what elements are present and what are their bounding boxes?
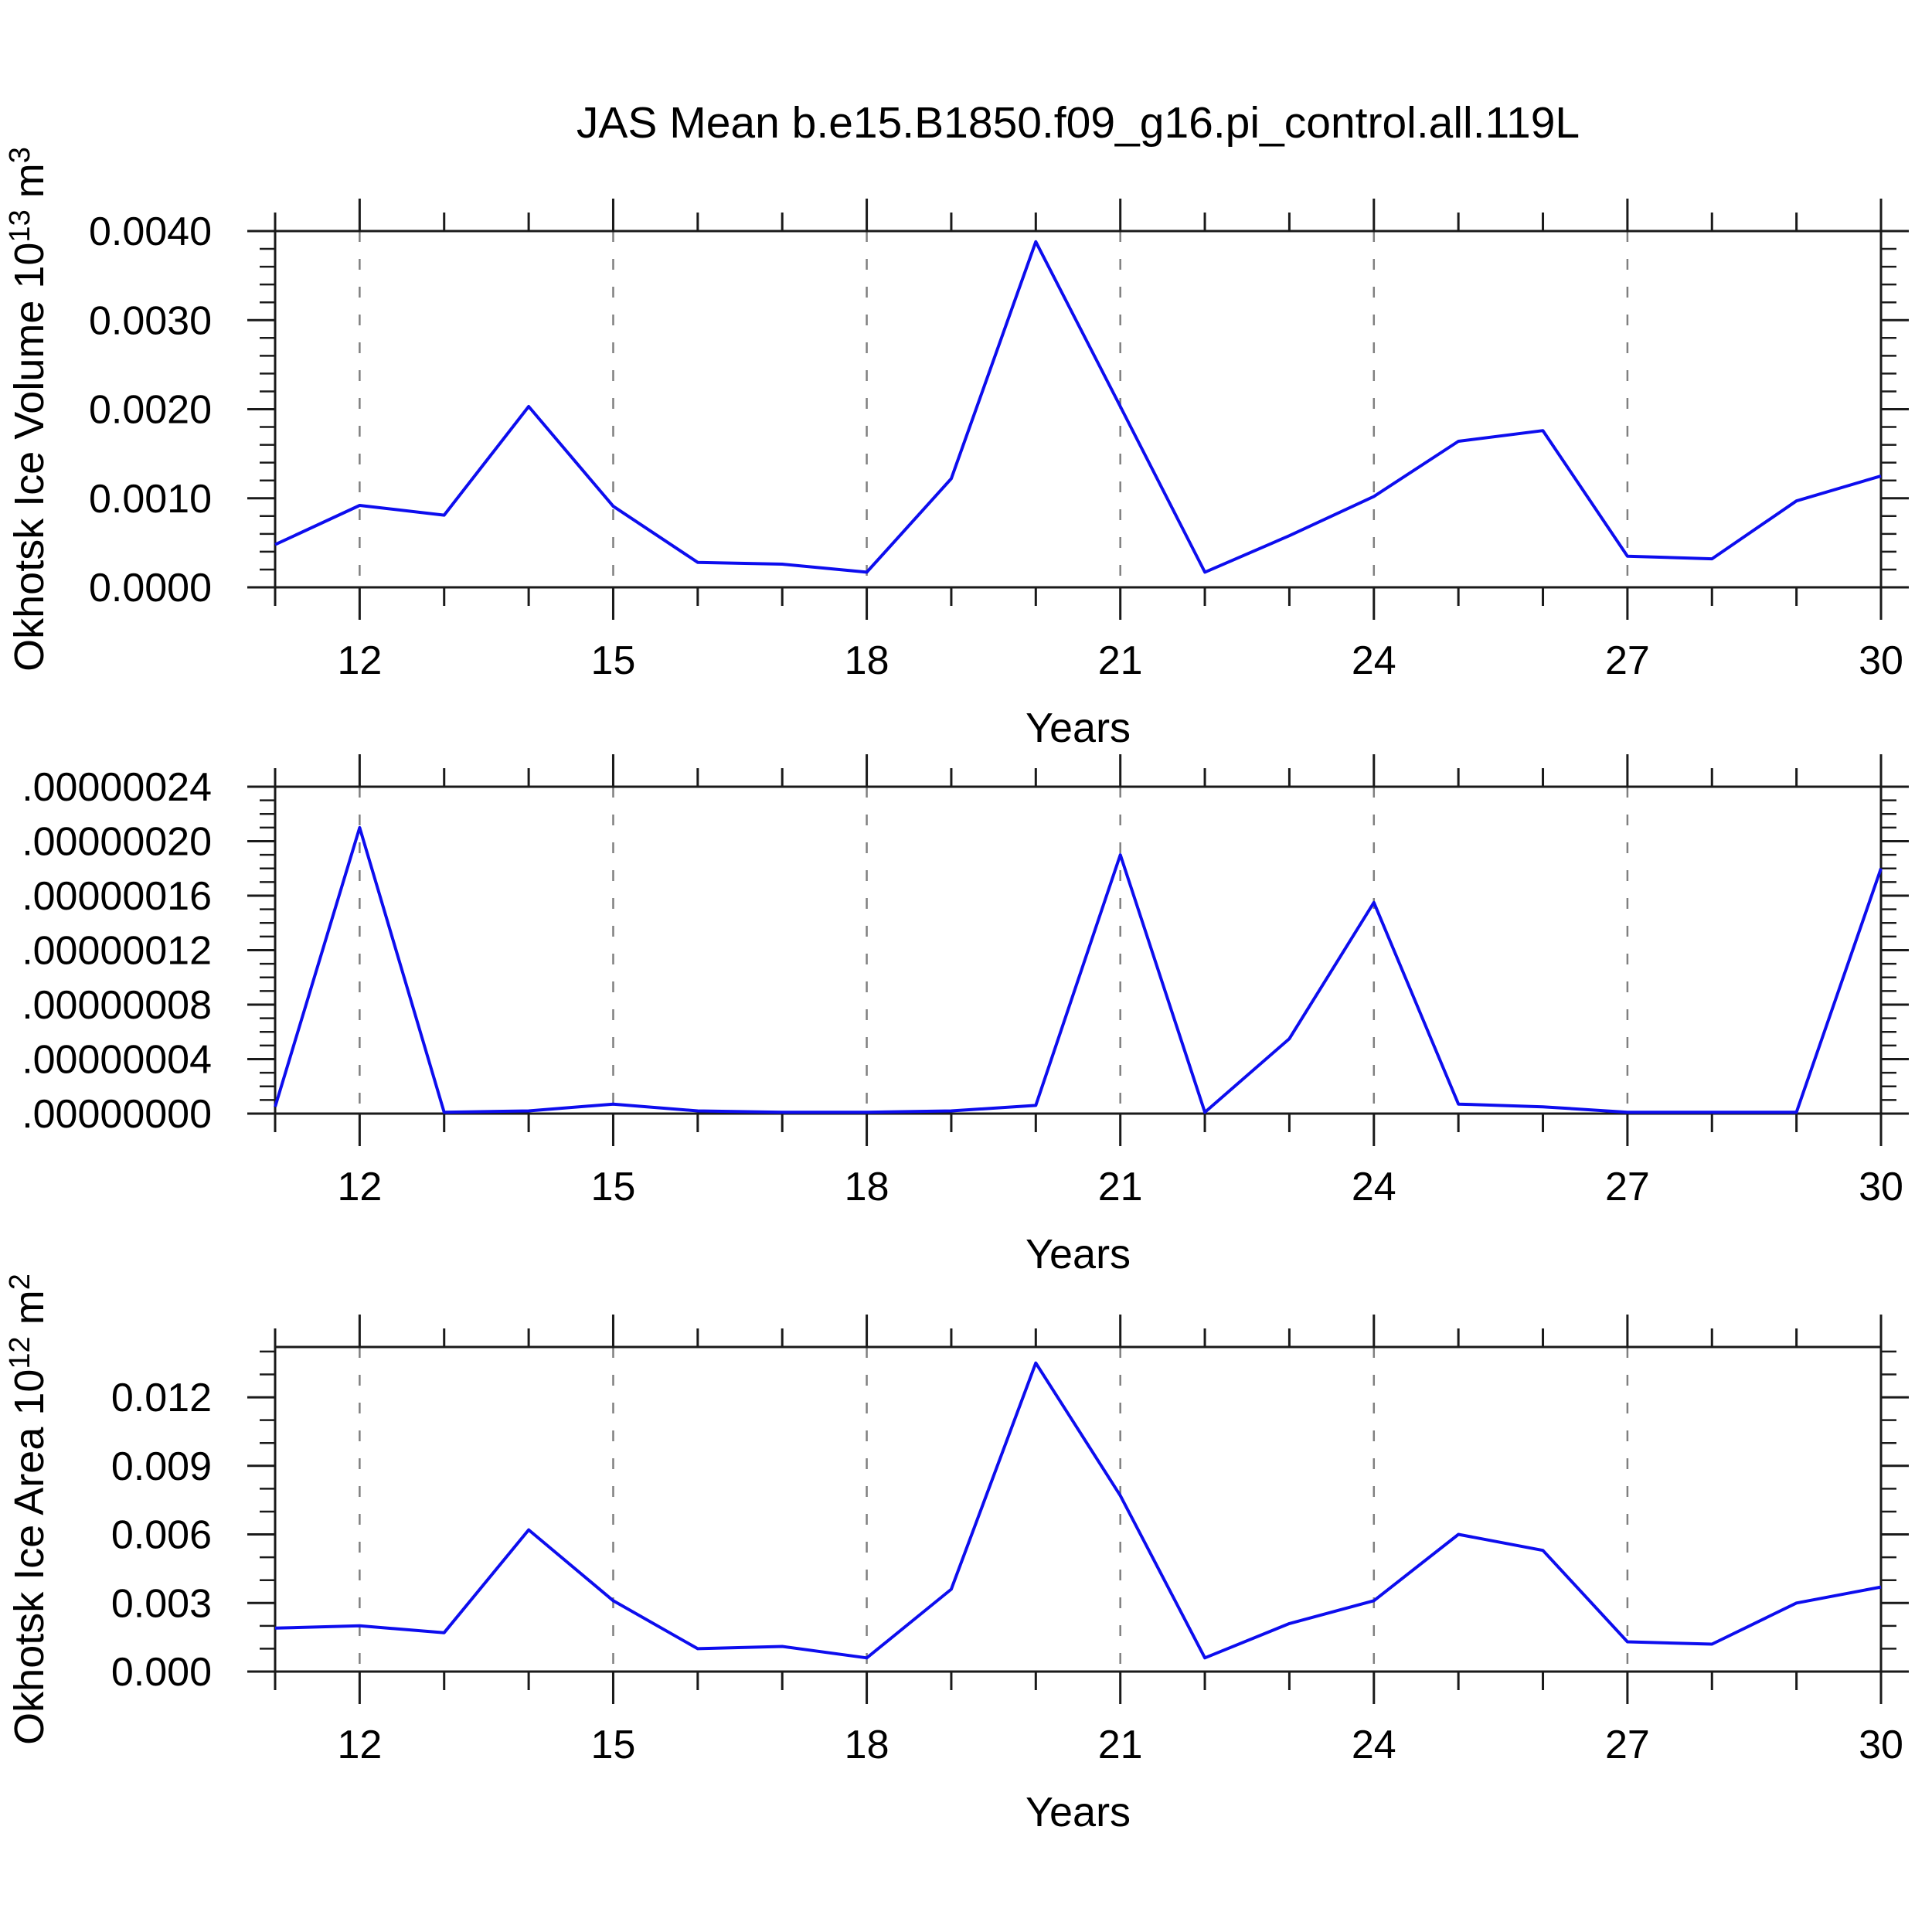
x-tick-label: 12 xyxy=(337,1723,382,1767)
y-tick-label: 0.0020 xyxy=(89,388,212,433)
plot-box xyxy=(274,785,1883,1115)
y-tick-label: .00000020 xyxy=(22,820,212,865)
y-tick-label: .00000004 xyxy=(22,1038,212,1083)
y-tick-label: 0.003 xyxy=(111,1581,212,1626)
x-tick-label: 30 xyxy=(1859,1723,1903,1767)
y-axis-title: Okhotsk Ice Area 1012 m2 xyxy=(4,1274,53,1745)
x-tick-label: 24 xyxy=(1352,1165,1396,1209)
y-tick-label: 0.006 xyxy=(111,1513,212,1558)
x-axis-title: Years xyxy=(1026,1789,1131,1835)
data-line xyxy=(274,1361,1882,1660)
x-tick-label: 30 xyxy=(1859,1165,1903,1209)
x-tick-label: 21 xyxy=(1098,1165,1143,1209)
y-tick-label: 0.0010 xyxy=(89,477,212,522)
panel-ice-area: 12 15 18 21 24 27 30 0.012 0.009 0.006 0.003 0.000 Y… xyxy=(4,1274,1909,1835)
y-tick-label: .00000008 xyxy=(22,983,212,1028)
plot-box xyxy=(274,1345,1883,1673)
y-tick-label: .00000012 xyxy=(22,929,212,974)
y-tick-label: 0.0040 xyxy=(89,209,212,254)
x-tick-label: 15 xyxy=(591,638,636,683)
x-axis-title: Years xyxy=(1026,705,1131,751)
chart-title: JAS Mean b.e15.B1850.f09_g16.pi_control.… xyxy=(576,98,1580,148)
x-tick-label: 27 xyxy=(1605,638,1650,683)
data-line xyxy=(274,240,1882,574)
x-tick-label: 18 xyxy=(845,638,889,683)
x-tick-label: 15 xyxy=(591,1165,636,1209)
x-tick-label: 27 xyxy=(1605,1165,1650,1209)
x-tick-label: 12 xyxy=(337,1165,382,1209)
y-tick-label: 0.009 xyxy=(111,1444,212,1489)
y-tick-label: 0.0030 xyxy=(89,298,212,343)
y-axis-title: Okhotsk Ice Volume 1013 m3 xyxy=(4,147,53,672)
panel-ice-volume: 12 15 18 21 24 27 30 0.0040 0.0030 0.0020 0.0010 0.… xyxy=(4,147,1909,751)
x-tick-label: 27 xyxy=(1605,1723,1650,1767)
y-tick-label: .00000024 xyxy=(22,765,212,810)
data-line xyxy=(274,825,1883,1114)
x-tick-label: 15 xyxy=(591,1723,636,1767)
y-tick-label: 0.000 xyxy=(111,1650,212,1695)
y-tick-label: 0.012 xyxy=(111,1376,212,1420)
y-tick-label: .00000000 xyxy=(22,1092,212,1137)
x-tick-label: 24 xyxy=(1352,638,1396,683)
x-tick-label: 24 xyxy=(1352,1723,1396,1767)
x-tick-label: 21 xyxy=(1098,638,1143,683)
plot-box xyxy=(274,230,1883,589)
y-tick-label: 0.0000 xyxy=(89,566,212,611)
panel-middle: 12 15 18 21 24 27 30 .00000024 .00000020 .0000001… xyxy=(22,754,1909,1277)
x-axis-title: Years xyxy=(1026,1231,1131,1277)
x-tick-label: 18 xyxy=(845,1723,889,1767)
x-tick-label: 21 xyxy=(1098,1723,1143,1767)
x-tick-label: 12 xyxy=(337,638,382,683)
x-tick-label: 30 xyxy=(1859,638,1903,683)
x-tick-label: 18 xyxy=(845,1165,889,1209)
y-tick-label: .00000016 xyxy=(22,874,212,919)
